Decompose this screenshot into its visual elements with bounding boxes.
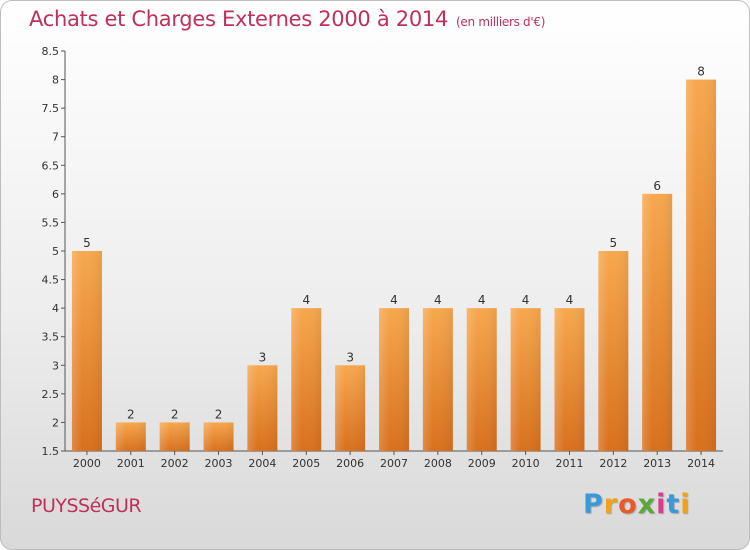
data-label: 4	[390, 293, 398, 307]
x-tick-label: 2011	[555, 457, 583, 470]
data-label: 5	[610, 236, 618, 250]
data-label: 4	[478, 293, 486, 307]
y-tick-label: 8	[52, 74, 59, 87]
bar-shade	[203, 422, 234, 451]
data-label: 4	[522, 293, 530, 307]
y-tick-label: 3	[52, 359, 59, 372]
x-tick-label: 2008	[424, 457, 452, 470]
logo-letter: x	[637, 489, 657, 520]
y-tick-label: 5.5	[42, 216, 60, 229]
logo-letter: r	[603, 489, 619, 520]
place-name: PUYSSéGUR	[31, 495, 142, 517]
y-tick-label: 2	[52, 416, 59, 429]
bar-shade	[642, 193, 673, 451]
x-tick-label: 2001	[117, 457, 145, 470]
data-label: 4	[302, 293, 310, 307]
chart-title-text: Achats et Charges Externes 2000 à 2014	[29, 7, 449, 31]
y-tick-label: 5	[52, 245, 59, 258]
proxiti-logo: Proxiti	[583, 489, 691, 520]
bar-shade	[247, 365, 278, 451]
x-tick-label: 2006	[336, 457, 364, 470]
data-label: 5	[83, 236, 91, 250]
data-label: 2	[127, 407, 135, 421]
chart-title: Achats et Charges Externes 2000 à 2014 (e…	[29, 7, 545, 31]
x-tick-label: 2014	[687, 457, 715, 470]
bar-shade	[291, 308, 322, 451]
logo-letter: o	[618, 489, 638, 520]
x-tick-label: 2007	[380, 457, 408, 470]
bar-shade	[554, 308, 585, 451]
data-label: 3	[346, 350, 354, 364]
logo-letter: i	[680, 489, 691, 520]
bar-shade	[379, 308, 409, 451]
x-tick-label: 2003	[205, 457, 233, 470]
x-tick-label: 2002	[161, 457, 189, 470]
bar-shade	[71, 251, 102, 451]
data-label: 8	[697, 65, 705, 79]
y-tick-label: 7	[52, 131, 59, 144]
logo-letter: P	[583, 489, 604, 520]
y-tick-label: 7.5	[42, 102, 60, 115]
data-label: 3	[259, 350, 267, 364]
x-tick-label: 2000	[73, 457, 101, 470]
bar-shade	[335, 365, 366, 451]
y-tick-label: 3.5	[42, 331, 60, 344]
x-tick-label: 2009	[468, 457, 496, 470]
logo-letter: i	[656, 489, 667, 520]
data-label: 6	[653, 179, 661, 193]
y-tick-label: 8.5	[42, 45, 60, 58]
bar-shade	[466, 308, 497, 451]
data-label: 2	[215, 407, 223, 421]
y-tick-label: 6	[52, 188, 59, 201]
bar-shade	[159, 422, 190, 451]
chart-unit: (en milliers d'€)	[456, 15, 546, 29]
y-tick-label: 1.5	[42, 445, 60, 458]
data-label: 2	[171, 407, 179, 421]
x-tick-label: 2010	[512, 457, 540, 470]
x-tick-label: 2013	[643, 457, 671, 470]
data-label: 4	[566, 293, 574, 307]
y-tick-label: 4.5	[42, 274, 60, 287]
x-tick-label: 2004	[248, 457, 276, 470]
y-tick-label: 2.5	[42, 388, 60, 401]
bar-shade	[686, 79, 717, 452]
y-tick-label: 4	[52, 302, 59, 315]
data-label: 4	[434, 293, 442, 307]
y-tick-label: 6.5	[42, 159, 60, 172]
bar-shade	[510, 308, 541, 451]
x-tick-label: 2012	[599, 457, 627, 470]
bar-shade	[598, 251, 629, 451]
bar-shade	[115, 422, 146, 451]
logo-letter: t	[666, 489, 681, 520]
bar-shade	[422, 308, 453, 451]
x-tick-label: 2005	[292, 457, 320, 470]
